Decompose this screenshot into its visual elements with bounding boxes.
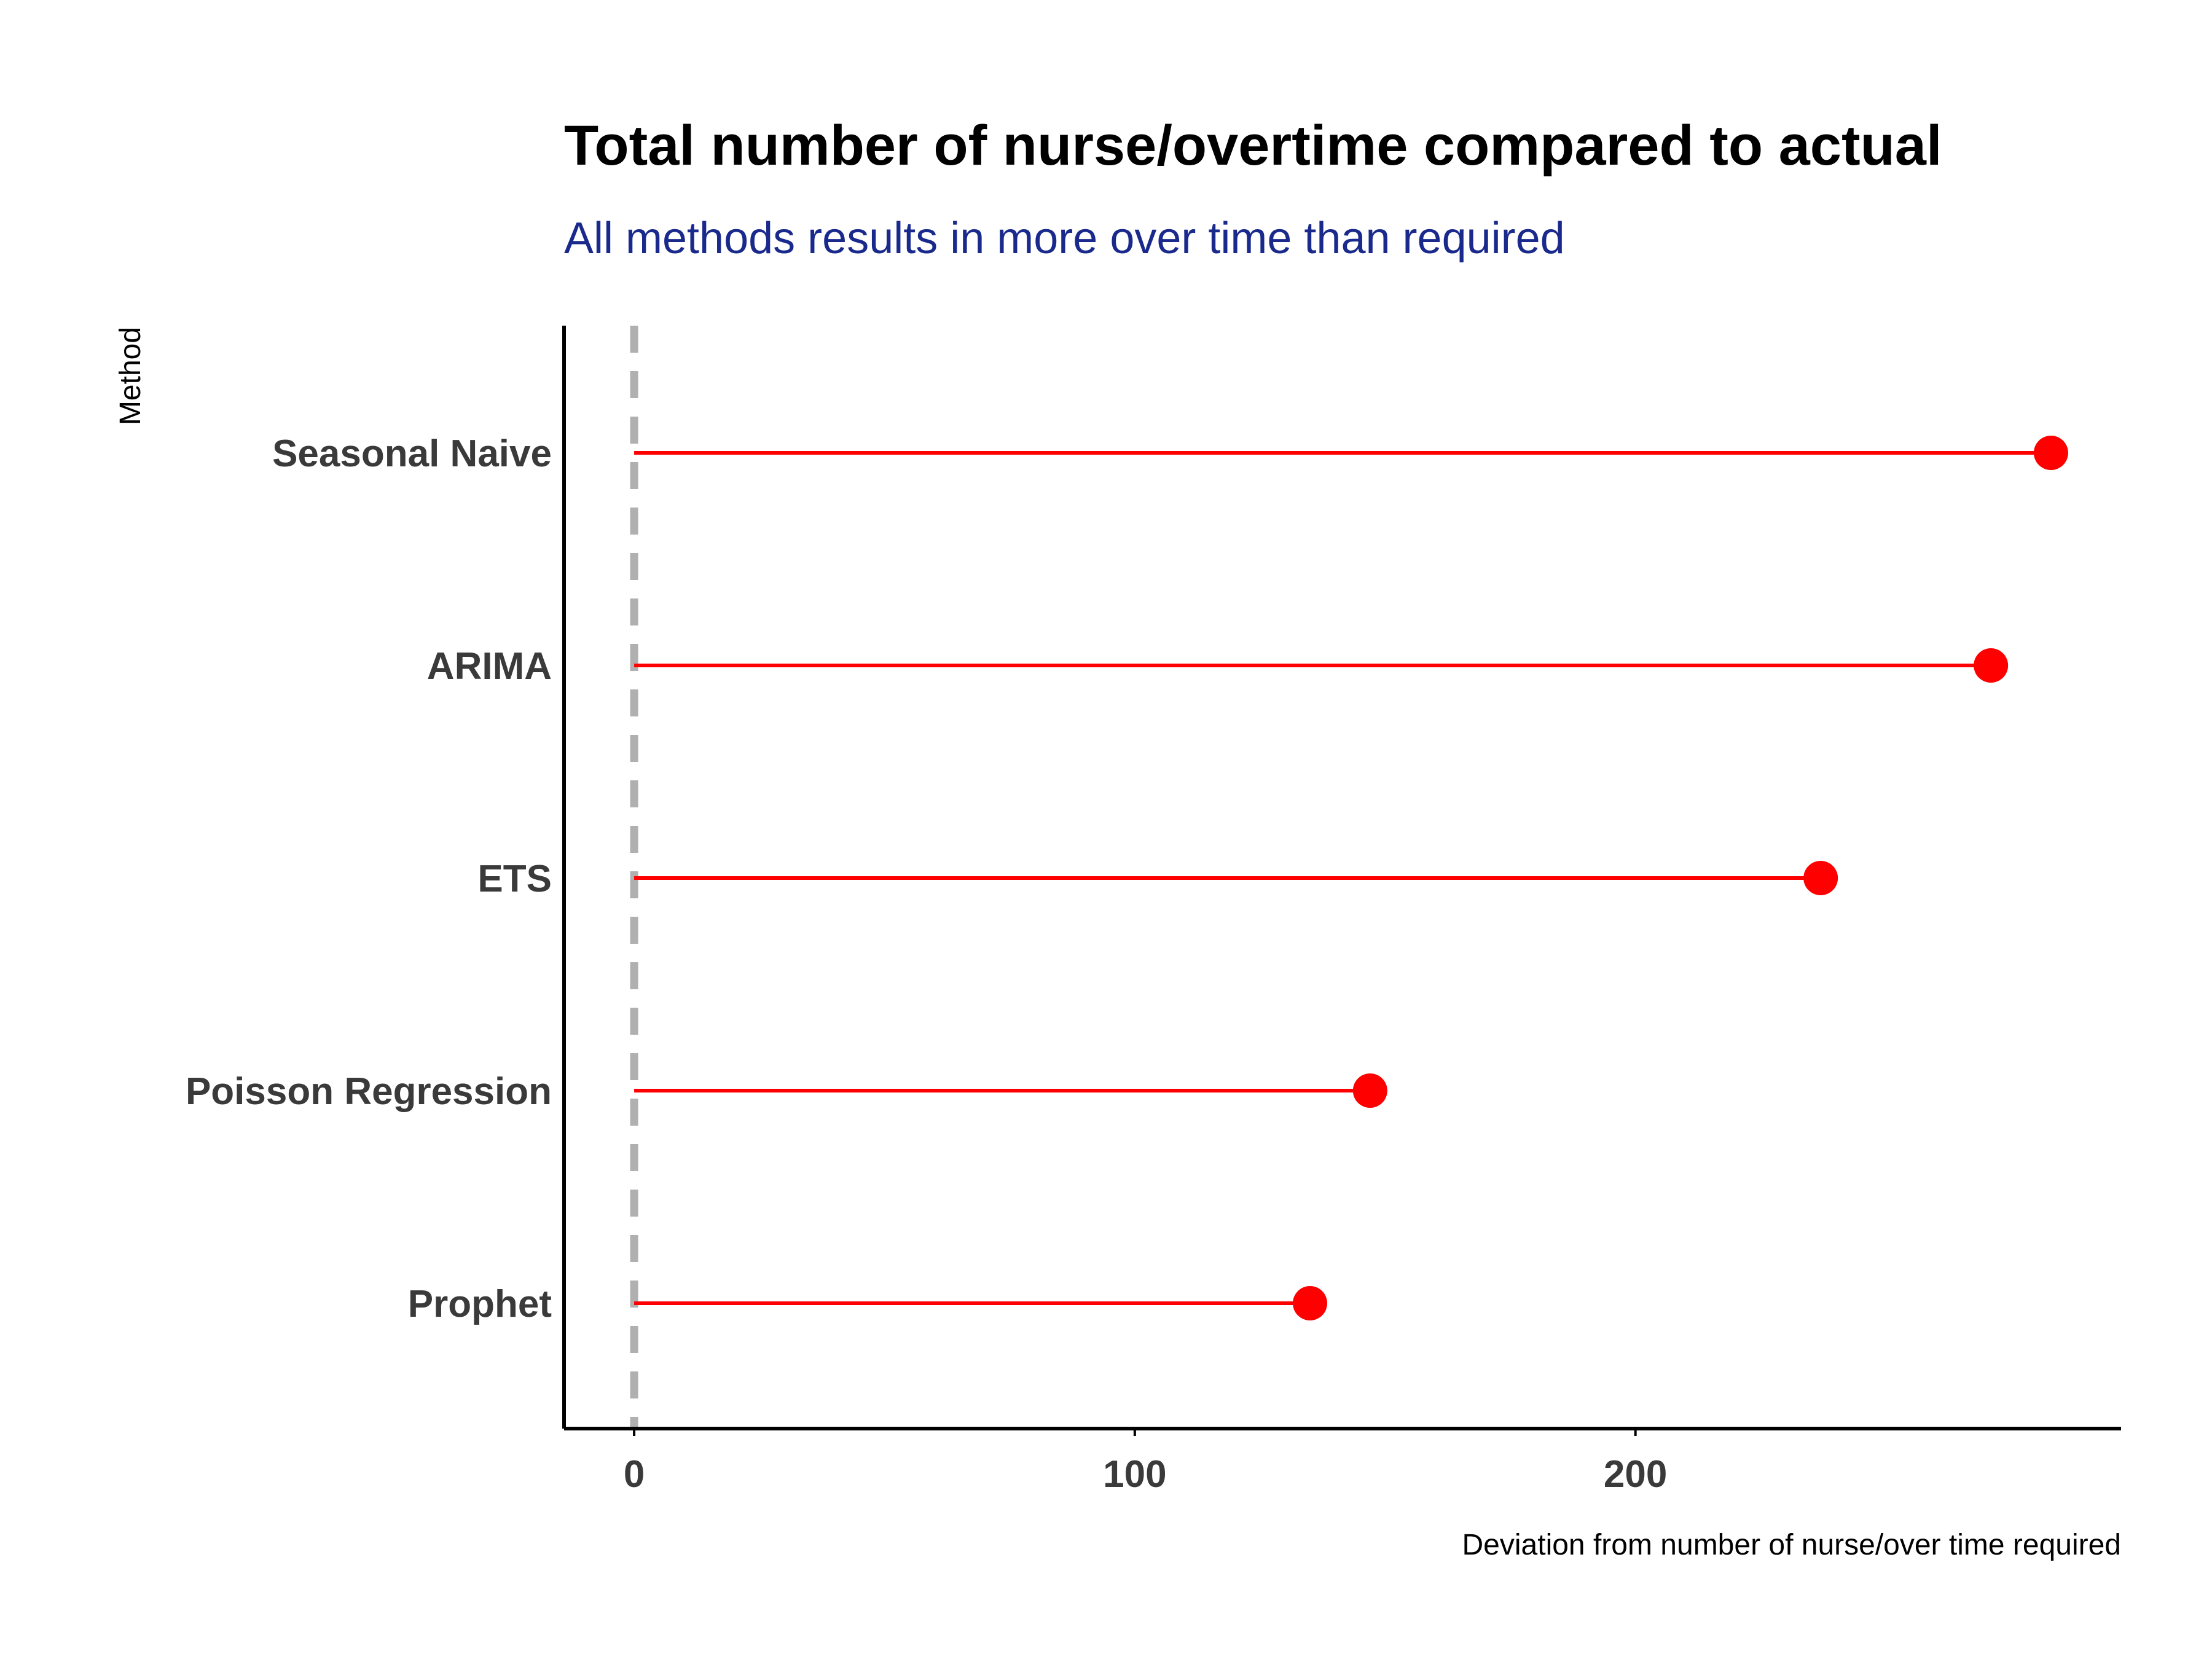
x-tick-label: 100 <box>1103 1453 1166 1496</box>
lollipop-point <box>1352 1073 1387 1108</box>
x-axis-title: Deviation from number of nurse/over time… <box>1462 1529 2121 1561</box>
y-tick-label: Seasonal Naive <box>272 433 552 475</box>
lollipop-point <box>1974 648 2009 683</box>
lollipop-point <box>2033 436 2068 470</box>
x-tick-label: 200 <box>1604 1453 1667 1496</box>
chart-marks: Seasonal Naive ARIMA ETS Poisson Regression… <box>186 326 2068 1496</box>
y-tick-label: Poisson Regression <box>186 1070 552 1113</box>
chart-title: Total number of nurse/overtime compared … <box>564 114 1942 177</box>
x-tick-label: 0 <box>624 1453 645 1496</box>
lollipop-point <box>1293 1286 1328 1320</box>
y-tick-label: Prophet <box>408 1283 552 1325</box>
lollipop-point <box>1803 861 1838 895</box>
y-tick-label: ETS <box>477 858 552 900</box>
chart-subtitle: All methods results in more over time th… <box>564 214 1565 263</box>
y-tick-label: ARIMA <box>427 645 552 688</box>
y-axis-title: Method <box>114 327 147 425</box>
